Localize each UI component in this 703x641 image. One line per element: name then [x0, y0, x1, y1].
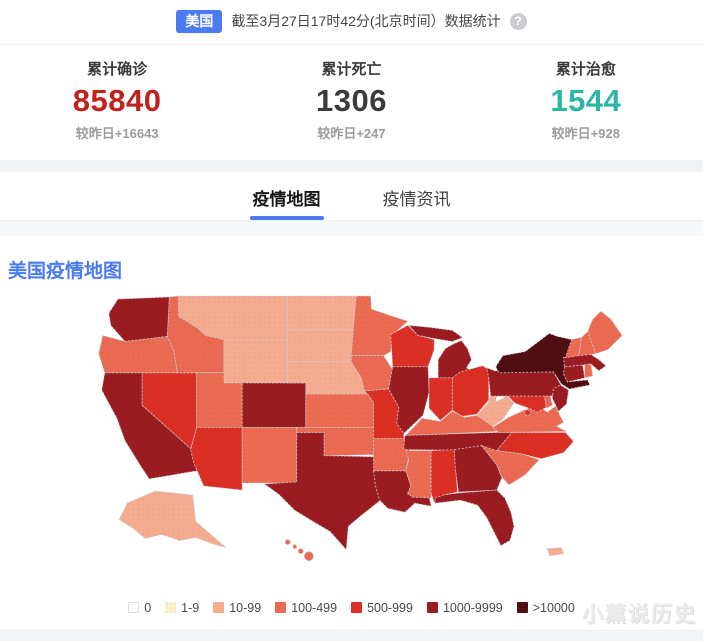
state-CO[interactable] [241, 382, 307, 428]
legend-swatch [516, 602, 528, 614]
legend-item: >10000 [516, 600, 575, 615]
stat-cured: 累计治愈 1544 较昨日+928 [469, 58, 703, 142]
data-timestamp: 截至3月27日17时42分(北京时间）数据统计 [231, 13, 501, 30]
legend-label: 500-999 [367, 600, 413, 615]
legend-item: 10-99 [213, 601, 261, 615]
state-AZ[interactable] [190, 426, 243, 490]
legend-item: 0 [128, 601, 151, 615]
section-divider [0, 159, 703, 172]
state-MS[interactable] [405, 449, 432, 499]
state-CT[interactable] [563, 363, 586, 382]
stat-deaths: 累计死亡 1306 较昨日+247 [234, 58, 468, 142]
state-KS[interactable] [305, 393, 374, 428]
state-HI[interactable] [284, 538, 314, 561]
legend-label: 1000-9999 [442, 600, 503, 615]
stats-row: 累计确诊 85840 较昨日+16643 累计死亡 1306 较昨日+247 累… [0, 45, 703, 160]
legend-swatch [128, 602, 140, 614]
tab-epidemic-map[interactable]: 疫情地图 [249, 185, 324, 220]
stat-label: 累计确诊 [87, 60, 148, 78]
state-SD[interactable] [287, 328, 354, 362]
stat-confirmed: 累计确诊 85840 较昨日+16643 [0, 58, 234, 142]
tab-bar: 疫情地图 疫情资讯 [0, 171, 703, 220]
help-icon[interactable]: ? [509, 12, 527, 30]
watermark: 小薰说历史 [582, 603, 697, 626]
state-ND[interactable] [287, 295, 357, 330]
legend-swatch [213, 602, 225, 614]
legend-item: 100-499 [275, 601, 337, 615]
us-choropleth-map [0, 291, 703, 593]
map-legend: 0 1-9 10-99 100-499 500-999 1000-9999 >10000 [0, 601, 703, 615]
stat-label: 累计死亡 [321, 60, 382, 78]
legend-label: >10000 [532, 600, 575, 615]
state-WY[interactable] [223, 338, 289, 383]
tab-divider [0, 219, 703, 236]
legend-item: 1-9 [165, 601, 199, 615]
state-AK[interactable] [118, 490, 227, 548]
stat-value: 1306 [316, 82, 387, 118]
tab-epidemic-news[interactable]: 疫情资讯 [382, 189, 451, 209]
region-badge: 美国 [176, 10, 223, 33]
state-TN[interactable] [403, 431, 513, 451]
header: 美国 截至3月27日17时42分(北京时间）数据统计 ? [0, 0, 703, 45]
map-title: 美国疫情地图 [8, 260, 123, 282]
legend-item: 500-999 [351, 601, 413, 615]
stat-value: 85840 [72, 82, 162, 118]
legend-label: 0 [144, 600, 152, 615]
legend-label: 100-499 [291, 600, 338, 615]
legend-swatch [426, 602, 438, 614]
state-OR[interactable] [98, 334, 178, 373]
state-FL[interactable] [434, 489, 515, 546]
legend-swatch [165, 602, 177, 614]
stat-delta: 较昨日+16643 [75, 125, 159, 141]
stat-delta: 较昨日+928 [551, 125, 620, 141]
stat-label: 累计治愈 [555, 60, 616, 78]
stat-value: 1544 [550, 82, 622, 118]
state-PR[interactable] [546, 546, 564, 556]
stat-delta: 较昨日+247 [317, 125, 386, 141]
legend-swatch [351, 602, 363, 614]
bottom-bar [0, 630, 703, 641]
legend-label: 1-9 [181, 600, 200, 615]
legend-label: 10-99 [229, 600, 262, 615]
legend-swatch [275, 602, 287, 614]
us-map-svg [98, 295, 623, 561]
state-RI[interactable] [584, 362, 594, 378]
state-WA[interactable] [108, 296, 170, 342]
state-NM[interactable] [241, 426, 298, 483]
legend-item: 1000-9999 [426, 600, 503, 615]
